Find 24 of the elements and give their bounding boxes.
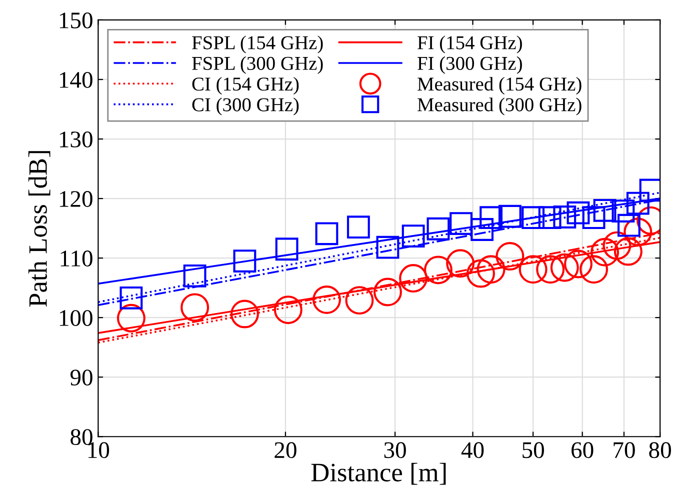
legend-label: CI (154 GHz) [192,76,299,95]
legend-label: FI (300 GHz) [418,56,522,74]
y-tick-label: 130 [60,132,92,148]
legend-label: Measured (300 GHz) [418,98,582,116]
legend-label: CI (300 GHz) [192,98,299,116]
y-tick-label: 110 [60,250,92,266]
x-axis-title: Distance [m] [311,462,446,485]
x-tick-label: 30 [384,442,406,458]
x-tick-label: 20 [274,442,296,458]
legend-label: Measured (154 GHz) [418,76,582,95]
y-axis-title: Path Loss [dB] [28,151,50,307]
x-tick-label: 70 [614,442,635,458]
y-tick-label: 140 [60,72,92,88]
legend-label: FI (154 GHz) [418,36,522,54]
legend-label: FSPL (154 GHz) [192,36,323,54]
y-tick-label: 120 [60,191,92,207]
legend-label: FSPL (300 GHz) [192,56,323,74]
y-tick-label: 150 [60,12,92,28]
y-tick-label: 90 [70,370,92,386]
x-tick-label: 50 [522,442,544,458]
x-tick-label: 80 [649,442,671,458]
x-tick-label: 60 [572,442,594,458]
x-tick-label: 40 [461,442,484,458]
y-tick-label: 100 [60,310,92,326]
